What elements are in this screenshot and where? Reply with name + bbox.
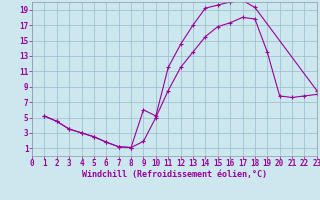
- X-axis label: Windchill (Refroidissement éolien,°C): Windchill (Refroidissement éolien,°C): [82, 170, 267, 179]
